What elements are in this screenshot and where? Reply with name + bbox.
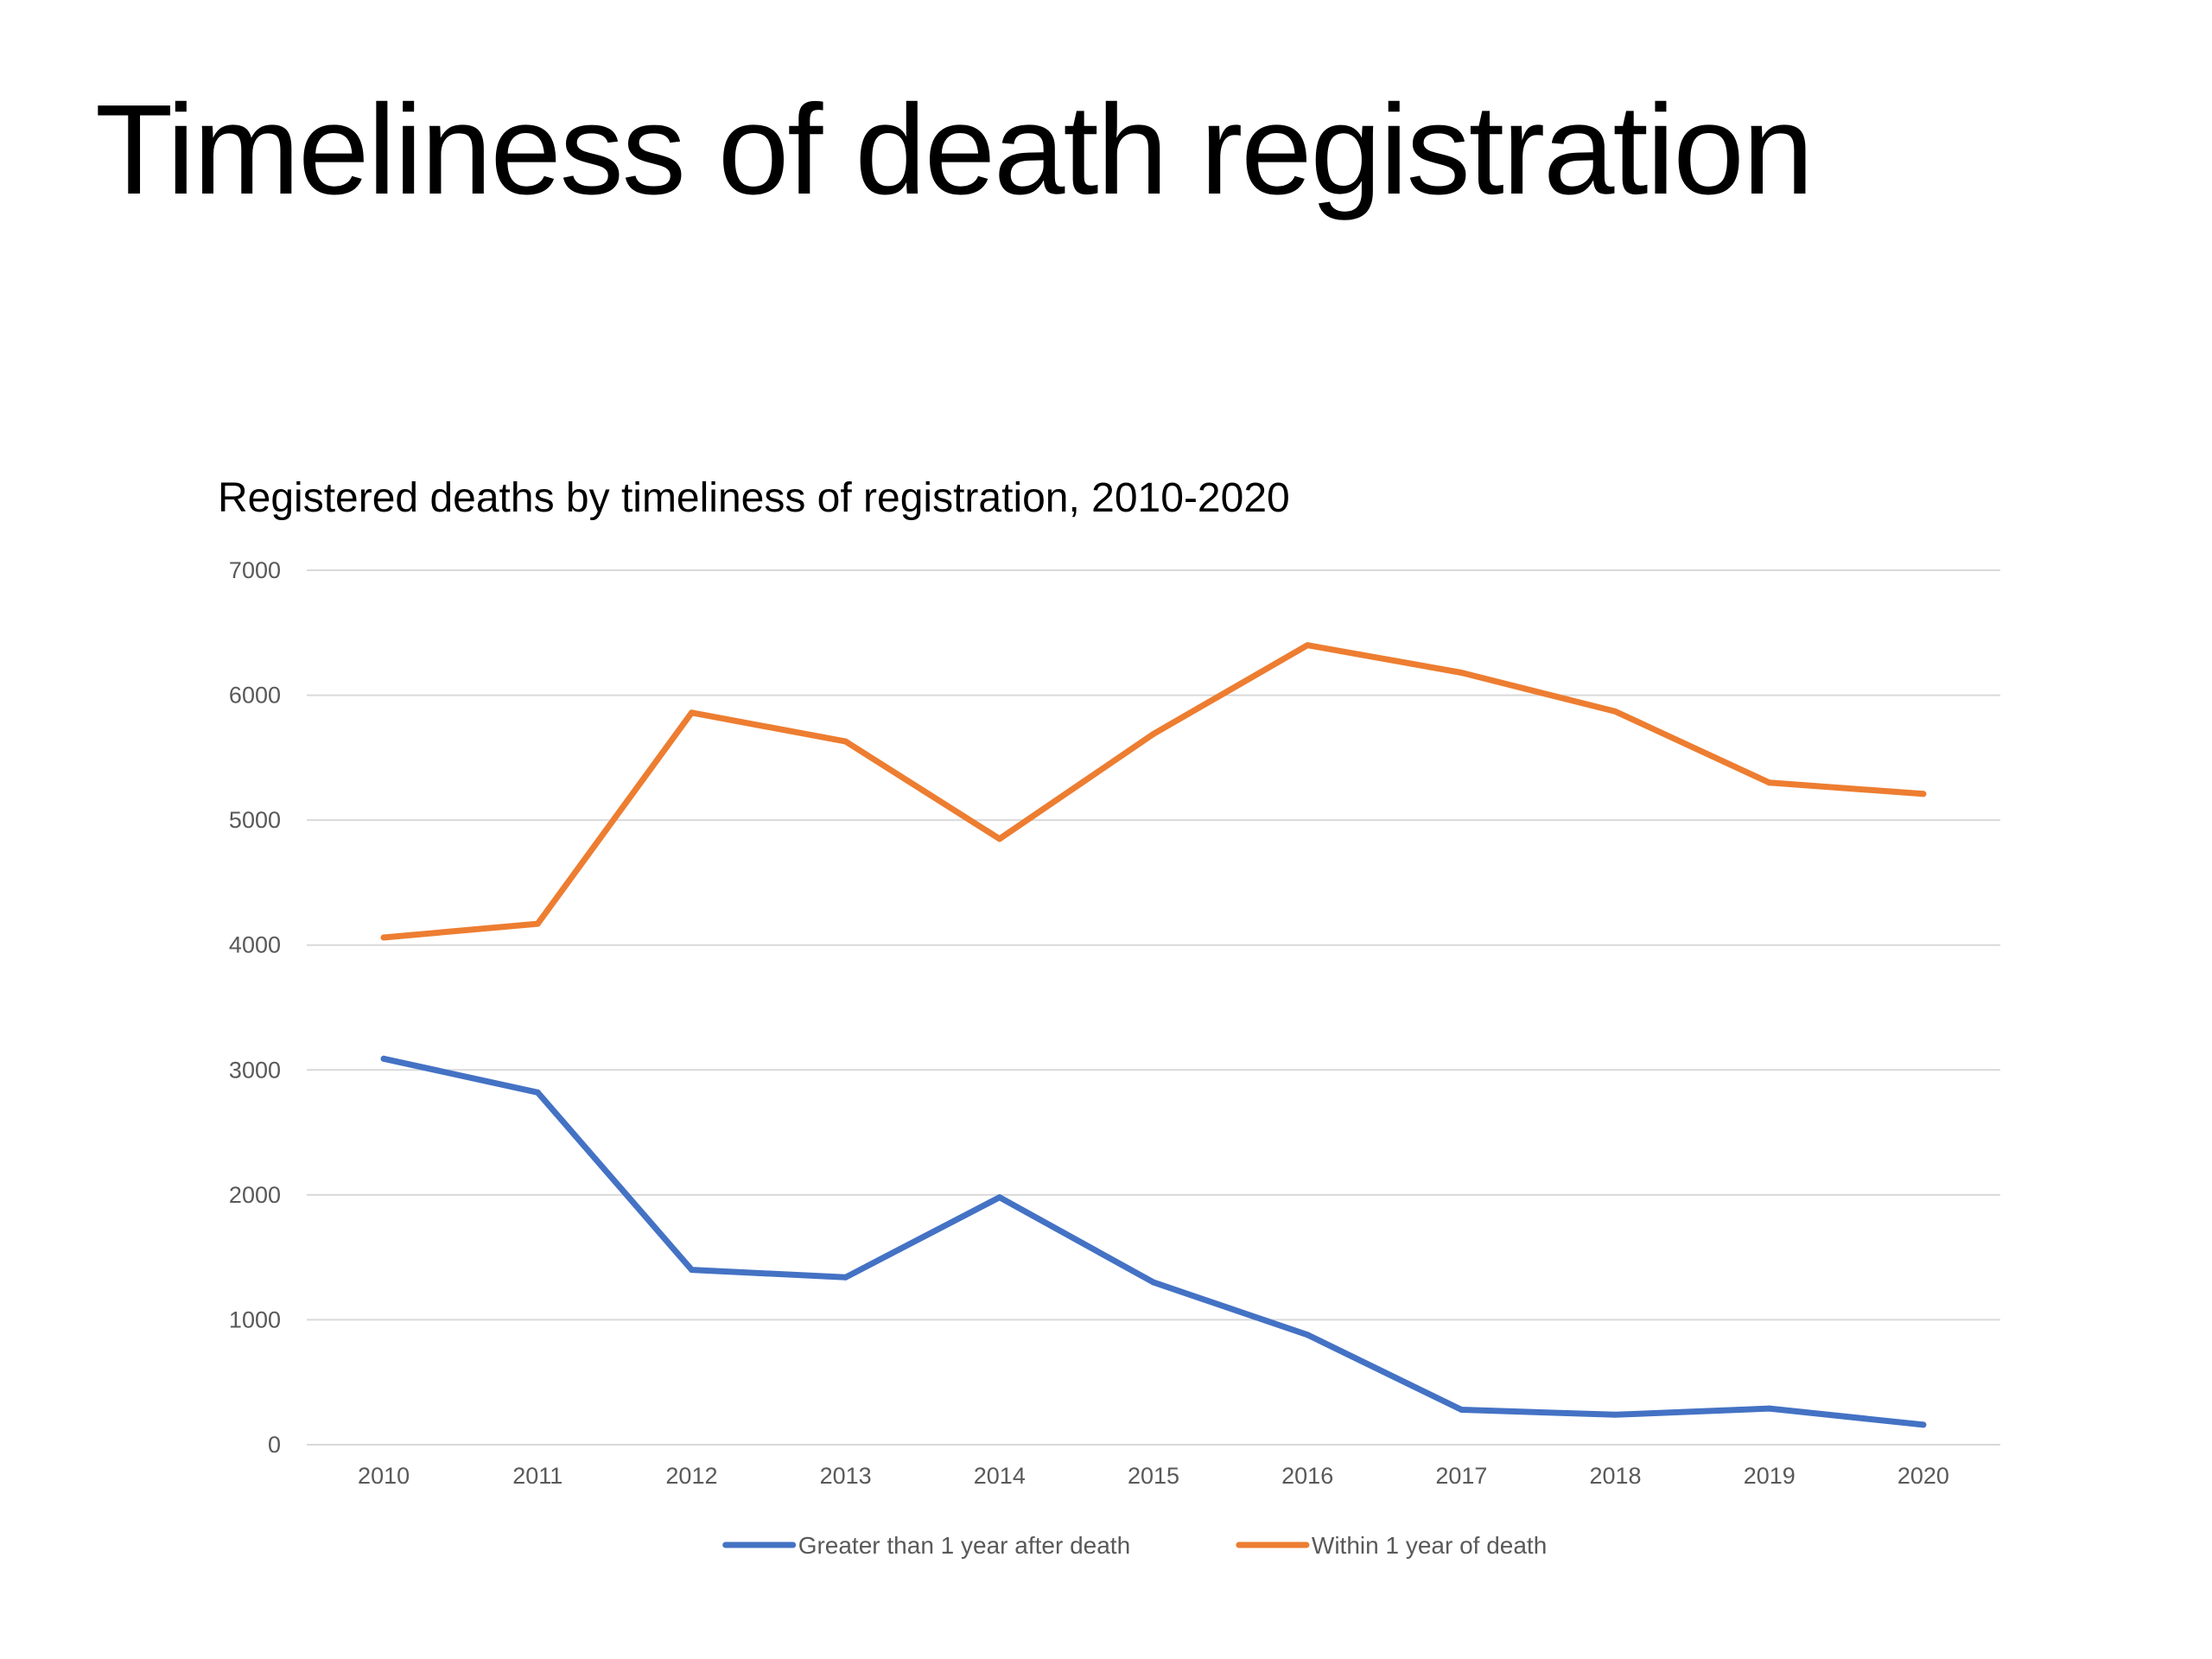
x-tick-label: 2012 <box>665 1463 717 1489</box>
y-tick-label: 3000 <box>229 1057 281 1083</box>
y-tick-label: 2000 <box>229 1182 281 1208</box>
x-tick-label: 2010 <box>358 1463 410 1489</box>
slide-title: Timeliness of death registration <box>95 79 1814 221</box>
legend-label: Within 1 year of death <box>1312 1532 1547 1559</box>
data-point <box>842 738 849 745</box>
data-point <box>1920 1421 1927 1428</box>
x-tick-label: 2020 <box>1897 1463 1949 1489</box>
data-point <box>1150 1279 1157 1286</box>
y-tick-label: 1000 <box>229 1306 281 1332</box>
data-point <box>534 1089 541 1096</box>
data-point <box>689 1267 695 1274</box>
series-line-2 <box>380 642 1927 941</box>
data-point <box>1150 730 1157 737</box>
x-tick-label: 2018 <box>1590 1463 1642 1489</box>
legend-item: Greater than 1 year after death <box>722 1532 1130 1559</box>
x-tick-label: 2011 <box>512 1463 563 1489</box>
y-tick-label: 6000 <box>229 683 281 709</box>
y-tick-label: 5000 <box>229 807 281 833</box>
data-point <box>1458 1407 1465 1413</box>
data-point <box>1304 1332 1311 1338</box>
data-point <box>380 934 387 941</box>
data-point <box>1766 779 1773 786</box>
data-point <box>1304 642 1311 649</box>
data-point <box>1920 791 1927 798</box>
x-tick-label: 2014 <box>974 1463 1026 1489</box>
data-point <box>1612 708 1618 715</box>
data-point <box>689 709 695 716</box>
x-tick-label: 2019 <box>1744 1463 1796 1489</box>
x-tick-label: 2016 <box>1281 1463 1333 1489</box>
data-point <box>1612 1411 1618 1418</box>
x-tick-label: 2013 <box>820 1463 872 1489</box>
x-axis-ticks: 2010 2011 2012 2013 2014 2015 2016 2017 2018 2019… <box>358 1463 1949 1489</box>
legend-item: Within 1 year of death <box>1236 1532 1547 1559</box>
y-tick-label: 7000 <box>229 557 281 583</box>
x-tick-label: 2017 <box>1435 1463 1487 1489</box>
legend: Greater than 1 year after death Within 1 … <box>722 1532 1547 1559</box>
data-point <box>996 836 1003 842</box>
data-point <box>996 1194 1003 1201</box>
data-point <box>1766 1405 1773 1412</box>
y-axis-ticks: 0 1000 2000 3000 4000 5000 6000 7000 <box>229 557 281 1458</box>
data-point <box>842 1274 849 1281</box>
data-point <box>534 920 541 927</box>
gridlines <box>307 569 2000 1446</box>
chart-title: Registered deaths by timeliness of regis… <box>218 475 1290 521</box>
data-point <box>1458 670 1465 676</box>
y-tick-label: 0 <box>268 1432 281 1458</box>
data-point <box>380 1055 387 1062</box>
x-tick-label: 2015 <box>1128 1463 1179 1489</box>
legend-label: Greater than 1 year after death <box>798 1532 1130 1559</box>
series-lines <box>380 642 1927 1428</box>
series-line-1 <box>380 1055 1927 1428</box>
y-tick-label: 4000 <box>229 932 281 958</box>
